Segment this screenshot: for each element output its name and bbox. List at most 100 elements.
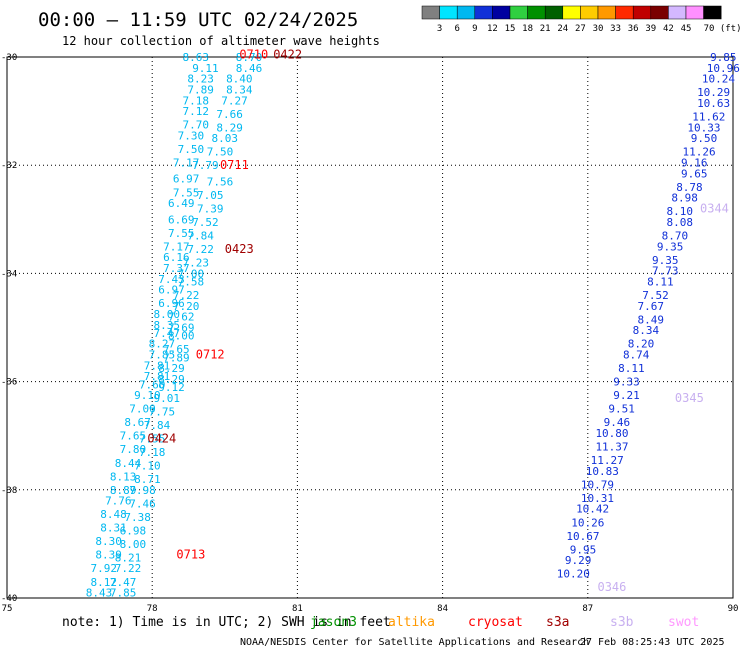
y-tick-label: -36 — [1, 378, 17, 388]
swh-value: 7.27 — [221, 94, 248, 107]
swh-value: 6.97 — [158, 284, 185, 297]
swh-value: 9.01 — [153, 392, 180, 405]
pass-number: 0346 — [597, 580, 626, 594]
swh-value: 8.34 — [633, 324, 660, 337]
colorbar-swatch — [668, 5, 687, 20]
colorbar-label: 30 — [593, 24, 604, 34]
swh-value: 10.80 — [595, 427, 628, 440]
swh-value: 11.27 — [591, 454, 624, 467]
swh-value: 8.67 — [124, 416, 151, 429]
swh-value: 8.46 — [236, 62, 263, 75]
swh-value: 7.17 — [173, 156, 200, 169]
colorbar-swatch — [685, 5, 704, 20]
swh-value: 9.11 — [192, 62, 219, 75]
swh-value: 7.18 — [183, 94, 210, 107]
swh-value: 7.10 — [134, 459, 161, 472]
swh-value: 8.49 — [637, 313, 664, 326]
swh-value: 7.38 — [124, 511, 151, 524]
swh-value: 7.55 — [173, 186, 200, 199]
swh-value: 8.35 — [153, 319, 180, 332]
swh-value: 6.96 — [158, 297, 185, 310]
swh-value: 11.62 — [692, 111, 725, 124]
colorbar-swatch — [703, 5, 722, 20]
swh-value: 9.33 — [613, 376, 640, 389]
swh-value: 9.65 — [681, 167, 708, 180]
swh-value: 7.62 — [168, 311, 195, 324]
colorbar-swatch — [439, 5, 458, 20]
swh-value: 9.46 — [604, 416, 631, 429]
footer-timestamp: 27 Feb 08:25:43 UTC 2025 — [580, 637, 725, 648]
colorbar-swatch — [474, 5, 493, 20]
colorbar-label: 27 — [575, 24, 586, 34]
swh-value: 10.33 — [687, 121, 720, 134]
swh-value: 8.20 — [628, 338, 655, 351]
swh-value: 8.70 — [236, 51, 263, 64]
colorbar-swatch — [456, 5, 476, 20]
swh-value: 8.29 — [158, 362, 185, 375]
colorbar-swatch — [509, 5, 528, 20]
swh-value: 10.42 — [576, 503, 609, 516]
swh-value: 10.26 — [571, 516, 604, 529]
swh-value: 9.21 — [613, 389, 640, 402]
swh-value: 8.21 — [115, 551, 142, 564]
pass-number: 0423 — [225, 242, 254, 256]
swh-value: 8.23 — [187, 73, 214, 86]
swh-value: 7.69 — [168, 322, 195, 335]
swh-value: 8.44 — [115, 457, 142, 470]
swh-value: 7.30 — [178, 129, 205, 142]
swh-value: 7.65 — [120, 430, 147, 443]
colorbar-label: 36 — [628, 24, 639, 34]
color-scale-bar: 3 6 9 12 15 18 21 24 27 30 33 36 39 42 45 70 (ft) — [421, 5, 740, 34]
colorbar-label: 6 — [454, 24, 459, 34]
colorbar-swatch — [562, 5, 581, 20]
swh-value: 9.51 — [608, 403, 635, 416]
pass-number: 0424 — [147, 431, 176, 445]
swh-value: 9.85 — [710, 51, 737, 64]
swh-value: 8.27 — [149, 338, 176, 351]
pass-number: 0713 — [176, 548, 205, 562]
swh-value: 7.46 — [129, 497, 156, 510]
swh-value: 7.47 — [110, 576, 137, 589]
legend-satellite: s3a — [546, 615, 569, 630]
swh-value: 7.84 — [187, 230, 214, 243]
colorbar-label: 33 — [610, 24, 621, 34]
swh-value: 7.81 — [144, 370, 171, 383]
swh-value: 11.26 — [683, 146, 716, 159]
colorbar-label: 21 — [540, 24, 551, 34]
swh-value: 9.16 — [681, 156, 708, 169]
plot-frame — [6, 56, 734, 599]
swh-value: 9.50 — [691, 132, 718, 145]
pass-number: 0711 — [220, 158, 249, 172]
swh-points: 8.63 8.70 9.11 8.46 8.23 8.40 7.89 8.34 7.18 7.27… — [86, 51, 740, 600]
colorbar-label: 70 (ft) — [704, 24, 740, 34]
swh-value: 8.48 — [100, 508, 127, 521]
colorbar-swatch — [597, 5, 616, 20]
x-tick-label: 87 — [582, 604, 593, 614]
swh-value: 8.78 — [676, 181, 703, 194]
swh-value: 8.03 — [212, 132, 239, 145]
swh-value: 7.12 — [183, 105, 210, 118]
swh-value: 7.55 — [168, 227, 195, 240]
swh-value: 8.74 — [623, 349, 650, 362]
swh-value: 7.20 — [173, 300, 200, 313]
swh-value: 8.70 — [662, 230, 689, 243]
x-axis: 75 78 81 84 87 90 — [2, 604, 739, 614]
pass-number: 0712 — [196, 348, 225, 362]
swh-value: 9.95 — [570, 543, 597, 556]
swh-value: 7.37 — [163, 262, 190, 275]
colorbar-label: 45 — [681, 24, 692, 34]
swh-value: 7.43 — [158, 273, 185, 286]
swh-value: 10.67 — [566, 530, 599, 543]
swh-value: 7.22 — [173, 289, 200, 302]
colorbar-swatch — [527, 5, 546, 20]
swh-value: 7.58 — [178, 276, 205, 289]
swh-value: 7.17 — [163, 240, 190, 253]
footer-note: note: 1) Time is in UTC; 2) SWH is in fe… — [62, 615, 391, 630]
x-tick-label: 78 — [147, 604, 158, 614]
swh-value: 7.55 — [139, 432, 166, 445]
swh-value: 7.89 — [163, 351, 190, 364]
swh-value: 7.00 — [178, 267, 205, 280]
colorbar-label: 42 — [663, 24, 674, 34]
colorbar-label: 15 — [505, 24, 516, 34]
